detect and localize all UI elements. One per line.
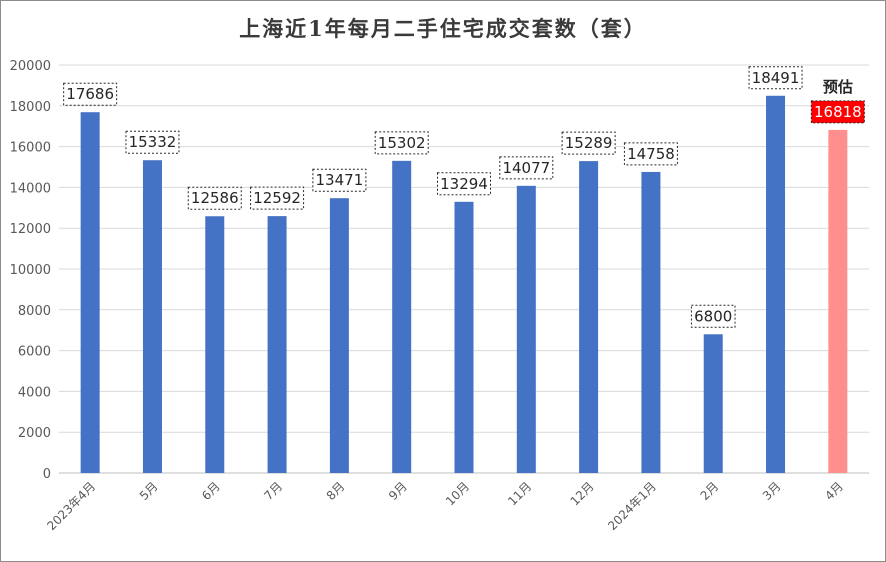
data-label: 14758 [627, 145, 675, 163]
bar [267, 216, 287, 473]
data-label: 14077 [502, 159, 550, 177]
data-label: 17686 [66, 85, 114, 103]
data-label-box [63, 82, 118, 106]
data-label-box [125, 130, 180, 154]
y-tick-label: 16000 [10, 141, 51, 156]
bar [703, 334, 723, 473]
data-label-box [437, 172, 491, 196]
data-label-box [561, 131, 616, 155]
y-tick-label: 6000 [18, 345, 51, 360]
x-tick-label: 8月 [324, 479, 348, 503]
data-label-box [374, 131, 429, 155]
chart-title: 上海近1年每月二手住宅成交套数（套） [239, 16, 647, 41]
bar [641, 171, 661, 473]
data-label-box [250, 186, 305, 210]
x-tick-label: 6月 [199, 479, 223, 503]
data-label: 6800 [694, 307, 732, 325]
x-tick-label: 9月 [386, 479, 410, 503]
bar [579, 161, 599, 473]
forecast-note: 预估 [823, 78, 853, 96]
x-tick-label: 2023年4月 [44, 479, 98, 533]
data-label: 13471 [316, 171, 364, 189]
bar [142, 160, 162, 473]
data-label-box [499, 156, 554, 180]
y-tick-label: 4000 [18, 385, 51, 400]
x-tick-label: 11月 [505, 479, 534, 508]
data-label: 12586 [191, 189, 239, 207]
y-tick-label: 10000 [10, 263, 51, 278]
x-tick-label: 7月 [261, 479, 285, 503]
bar [329, 198, 349, 474]
forecast-bar [828, 129, 848, 474]
x-tick-label: 10月 [443, 479, 472, 508]
y-tick-label: 12000 [10, 222, 51, 237]
data-label: 12592 [253, 189, 301, 207]
forecast-data-label: 16818 [814, 103, 862, 121]
x-tick-label: 2024年1月 [605, 479, 659, 533]
data-label: 15332 [129, 133, 177, 151]
data-label-box [187, 186, 242, 210]
bar [80, 112, 100, 473]
y-tick-label: 18000 [10, 100, 51, 115]
bar [205, 216, 225, 473]
y-tick-label: 20000 [10, 59, 51, 74]
data-label-box [690, 304, 736, 328]
data-label: 15289 [565, 134, 613, 152]
x-tick-label: 5月 [137, 479, 161, 503]
bar [454, 201, 474, 473]
data-label-box [623, 142, 678, 166]
data-label: 15302 [378, 134, 426, 152]
x-tick-label: 2月 [698, 479, 722, 503]
y-tick-label: 8000 [18, 304, 51, 319]
y-tick-label: 0 [43, 467, 51, 482]
y-tick-label: 14000 [10, 181, 51, 196]
bar [766, 95, 786, 473]
data-label: 18491 [752, 69, 800, 87]
bar [392, 160, 412, 473]
data-label-box [748, 66, 803, 90]
data-label-box [312, 168, 367, 192]
x-tick-label: 12月 [568, 479, 597, 508]
x-tick-label: 3月 [760, 479, 784, 503]
data-label: 13294 [440, 175, 488, 193]
bar [516, 185, 536, 473]
x-tick-label: 4月 [822, 479, 846, 503]
forecast-data-label-box [810, 100, 865, 124]
y-tick-label: 2000 [18, 426, 51, 441]
